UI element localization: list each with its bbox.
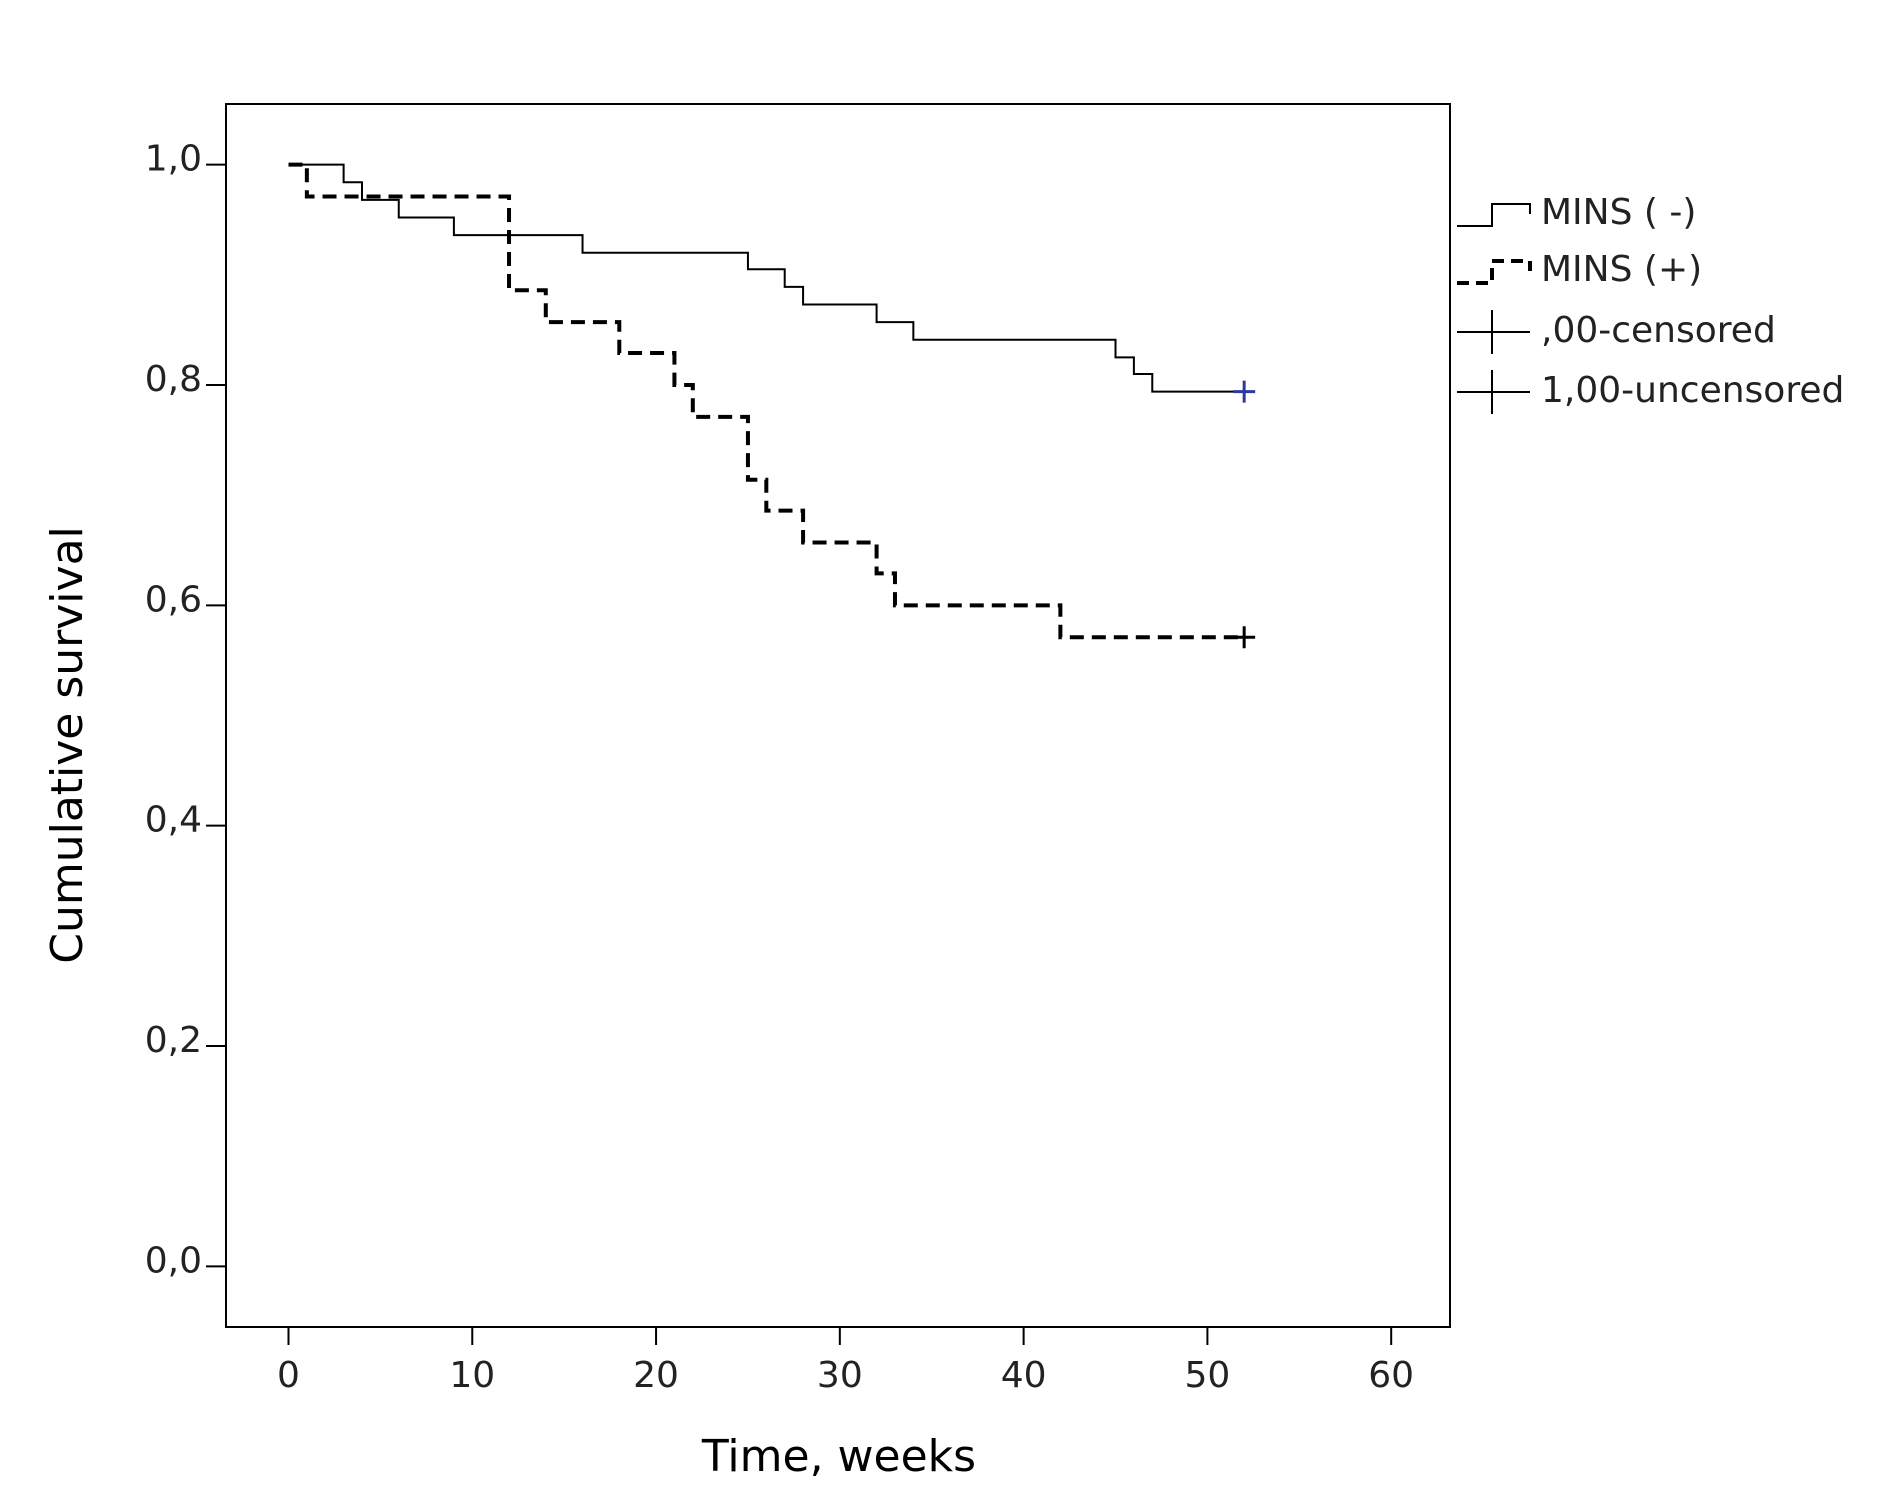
y-tick-label: 0,2 bbox=[145, 1020, 202, 1061]
x-tick-label: 40 bbox=[1001, 1355, 1047, 1396]
survival-curve bbox=[288, 163, 1245, 393]
legend-label: ,00-censored bbox=[1541, 310, 1776, 351]
legend-icon bbox=[1457, 259, 1532, 285]
legend-label: 1,00-uncensored bbox=[1541, 370, 1844, 411]
legend-icon bbox=[1457, 370, 1530, 414]
censor-mark bbox=[1233, 626, 1256, 649]
x-tick-label: 30 bbox=[817, 1355, 863, 1396]
plot-frame bbox=[225, 103, 1451, 1328]
x-tick-label: 10 bbox=[449, 1355, 495, 1396]
y-tick-label: 0,6 bbox=[145, 579, 202, 620]
y-axis-label: Cumulative survival bbox=[42, 526, 93, 964]
y-tick-label: 0,8 bbox=[145, 359, 202, 400]
x-tick-label: 20 bbox=[633, 1355, 679, 1396]
x-tick-label: 50 bbox=[1184, 1355, 1230, 1396]
legend-icon bbox=[1457, 203, 1531, 227]
y-tick-label: 0,4 bbox=[145, 800, 202, 841]
y-tick-label: 0,0 bbox=[145, 1240, 202, 1281]
x-tick-label: 60 bbox=[1368, 1355, 1414, 1396]
y-tick-label: 1,0 bbox=[145, 139, 202, 180]
survival-curve bbox=[288, 162, 1245, 640]
x-axis-label: Time, weeks bbox=[701, 1431, 976, 1482]
censor-mark bbox=[1233, 380, 1256, 403]
legend-icon bbox=[1457, 310, 1530, 354]
x-tick-label: 0 bbox=[277, 1355, 300, 1396]
legend-label: MINS (+) bbox=[1541, 249, 1702, 290]
legend-label: MINS ( -) bbox=[1541, 192, 1696, 233]
